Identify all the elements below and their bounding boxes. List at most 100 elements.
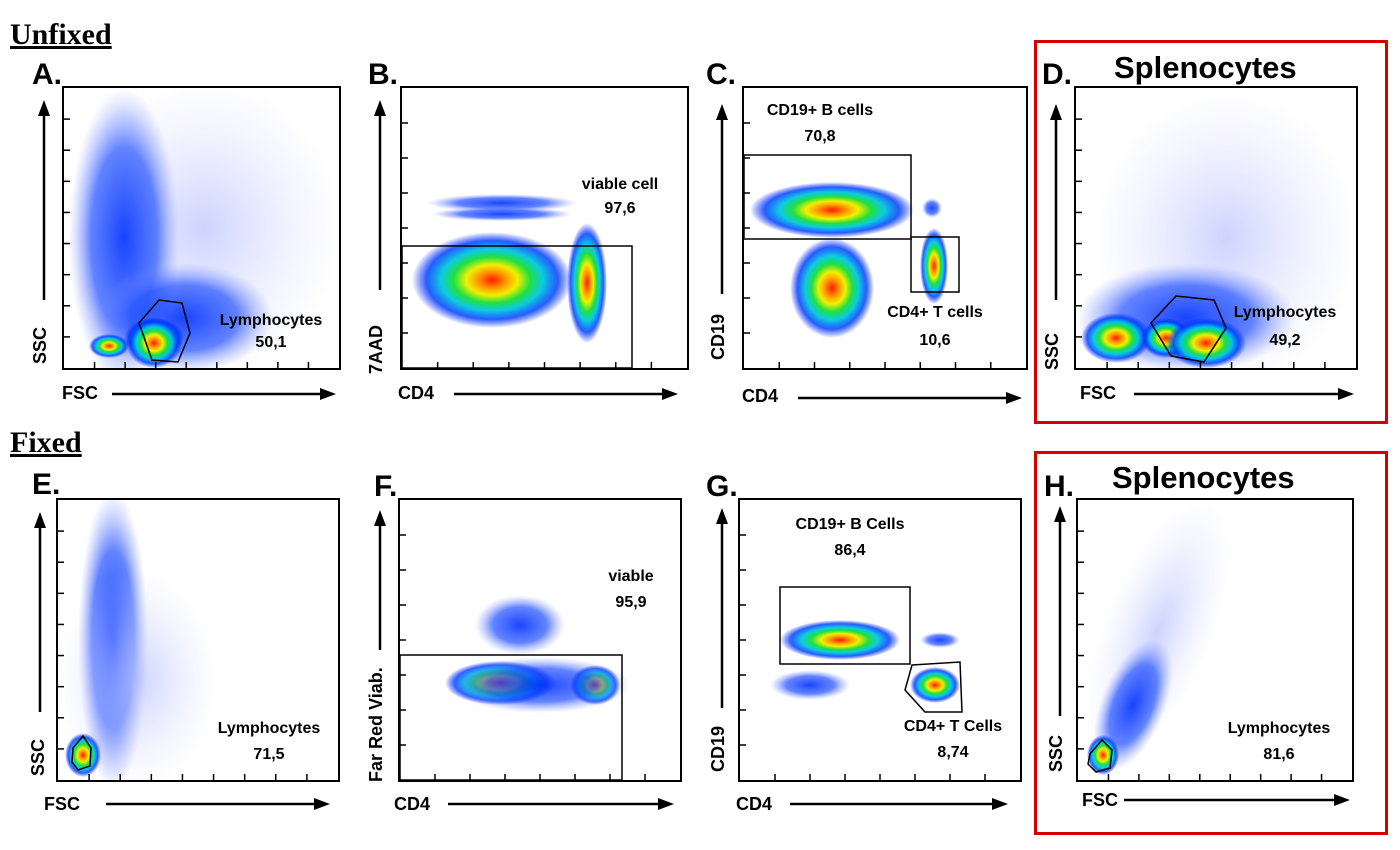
- density-cluster: [770, 670, 850, 700]
- panel-g-x-arrow: [790, 798, 1008, 810]
- panel-a-gate-name: Lymphocytes: [219, 312, 323, 329]
- density-cluster: [920, 228, 948, 304]
- panel-d-x-arrow: [1134, 388, 1354, 400]
- panel-h-y-axis-label: SSC: [1046, 734, 1066, 772]
- gate-polygon: [1150, 295, 1227, 363]
- panel-d-gate-name: Lymphocytes: [1233, 304, 1337, 321]
- panel-c-x-axis-label: CD4: [742, 386, 779, 406]
- density-cluster: [910, 667, 960, 703]
- panel-f-plot: [398, 498, 682, 782]
- density-cluster: [1166, 318, 1246, 368]
- splenocytes-highlight-unfixed: [1034, 40, 1388, 424]
- density-cluster: [780, 620, 900, 660]
- panel-a-y-arrow: [38, 100, 50, 300]
- density-cluster: [1081, 313, 1151, 363]
- gate-rectangle: [779, 586, 911, 665]
- panel-f-label: F.: [374, 470, 398, 503]
- panel-e-gate-value: 71,5: [253, 746, 285, 763]
- panel-e-label: E.: [32, 468, 61, 501]
- gate-polygon: [1087, 738, 1113, 773]
- splenocytes-highlight-fixed: [1034, 451, 1388, 835]
- panel-e-y-arrow: [34, 512, 46, 712]
- panel-b-x-axis-label: CD4: [398, 383, 435, 403]
- panel-f-y-axis-label: Far Red Viab.: [366, 667, 386, 782]
- panel-a-x-axis-label: FSC: [62, 383, 98, 403]
- panel-b-density: [401, 122, 653, 369]
- panel-h-y-arrow: [1054, 506, 1066, 716]
- panel-c-gate2-value: 10,6: [919, 332, 951, 349]
- panel-b-label: B.: [368, 58, 398, 91]
- panel-h-title: Splenocytes: [1112, 460, 1295, 495]
- panel-e-y-axis-label: SSC: [28, 738, 48, 776]
- density-cluster: [126, 318, 182, 368]
- panel-c-gate1-value: 70,8: [804, 128, 836, 145]
- panel-d-gate-value: 49,2: [1269, 332, 1301, 349]
- panel-a-plot: [62, 78, 344, 388]
- panel-f-y-arrow: [374, 510, 386, 650]
- panel-c-density: [743, 122, 992, 368]
- panel-f-x-arrow: [448, 798, 674, 810]
- density-cluster: [450, 657, 630, 713]
- panel-a-density: [64, 78, 344, 388]
- panel-c-x-arrow: [798, 392, 1022, 404]
- panel-e-density: [58, 490, 308, 790]
- panel-a-label: A.: [32, 58, 62, 91]
- panel-d-y-axis-label: SSC: [1042, 332, 1062, 370]
- panel-g-gate2-name: CD4+ T Cells: [903, 718, 1003, 735]
- panel-b-x-arrow: [454, 388, 678, 400]
- panel-g-y-arrow: [716, 508, 728, 708]
- panel-g-x-axis-label: CD4: [736, 794, 773, 814]
- gate-polygon: [904, 661, 963, 713]
- panel-h-density: [1078, 498, 1323, 780]
- panel-a-x-arrow: [112, 388, 336, 400]
- panel-c-label: C.: [706, 58, 736, 91]
- panel-f-gate-name: viable: [608, 568, 654, 585]
- density-cluster: [412, 232, 572, 328]
- density-cluster: [567, 223, 607, 343]
- density-cluster: [432, 207, 572, 221]
- density-cluster: [750, 182, 914, 238]
- panel-a-gate-value: 50,1: [255, 334, 287, 351]
- density-cluster: [922, 198, 942, 218]
- panel-e-gate-name: Lymphocytes: [217, 720, 321, 737]
- panel-d-label: D.: [1042, 58, 1072, 91]
- gate-polygon: [71, 734, 92, 771]
- panel-a-y-axis-label: SSC: [30, 326, 50, 364]
- section-fixed: Fixed: [10, 426, 82, 459]
- panel-g-gate2-value: 8,74: [937, 744, 969, 761]
- density-cluster: [65, 733, 101, 777]
- panel-d-title: Splenocytes: [1114, 50, 1297, 85]
- panel-g-gate1-value: 86,4: [834, 542, 866, 559]
- density-cluster: [89, 334, 129, 358]
- panel-g-y-axis-label: CD19: [708, 725, 728, 772]
- gate-rectangle: [743, 154, 912, 240]
- density-cluster: [58, 570, 218, 790]
- panel-d-density: [1076, 88, 1361, 388]
- panel-h-label: H.: [1044, 470, 1074, 503]
- panel-g-plot: [738, 498, 1022, 782]
- panel-e-plot: [56, 490, 340, 790]
- panel-c-y-arrow: [716, 104, 728, 294]
- panel-g-label: G.: [706, 470, 738, 503]
- panel-b-gate-value: 97,6: [604, 200, 636, 217]
- panel-d-y-arrow: [1050, 104, 1062, 300]
- density-cluster: [790, 238, 874, 338]
- panel-e-x-arrow: [106, 798, 330, 810]
- panel-e-x-axis-label: FSC: [44, 794, 80, 814]
- density-cluster: [475, 595, 565, 655]
- gate-polygon: [138, 299, 191, 363]
- panel-c-y-axis-label: CD19: [708, 313, 728, 360]
- panel-d-x-axis-label: FSC: [1080, 383, 1116, 403]
- panel-h-x-arrow: [1124, 794, 1350, 806]
- panel-h-x-axis-label: FSC: [1082, 790, 1118, 810]
- panel-c-gate1-name: CD19+ B cells: [766, 102, 874, 119]
- panel-b-plot: [400, 86, 689, 370]
- panel-b-gate-name: viable cell: [581, 176, 659, 193]
- panel-g-gate1-name: CD19+ B Cells: [795, 516, 905, 533]
- panel-h-plot: [1076, 498, 1354, 782]
- density-cluster: [920, 632, 960, 648]
- gate-rectangle: [910, 236, 960, 293]
- panel-c-gate2-name: CD4+ T cells: [887, 304, 983, 321]
- panel-f-gate-value: 95,9: [615, 594, 647, 611]
- panel-b-y-axis-label: 7AAD: [366, 324, 386, 374]
